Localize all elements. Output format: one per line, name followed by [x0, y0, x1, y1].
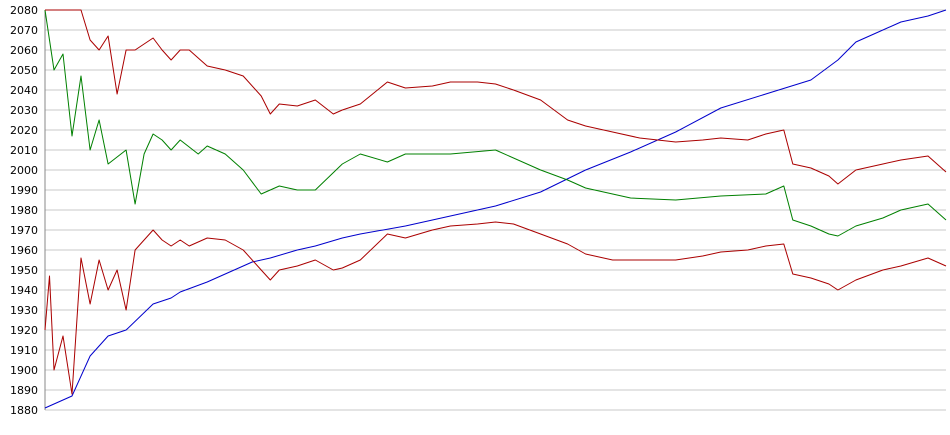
- series-line-3: [44, 221, 947, 395]
- series-lines: [44, 9, 947, 409]
- y-tick-label: 1960: [10, 244, 38, 257]
- y-tick-label: 2010: [10, 144, 38, 157]
- y-tick-label: 2060: [10, 44, 38, 57]
- y-tick-label: 1890: [10, 384, 38, 397]
- y-tick-label: 1910: [10, 344, 38, 357]
- y-tick-label: 2050: [10, 64, 38, 77]
- y-tick-label: 2080: [10, 4, 38, 17]
- y-tick-label: 1930: [10, 304, 38, 317]
- y-tick-label: 1990: [10, 184, 38, 197]
- y-tick-label: 1940: [10, 284, 38, 297]
- series-line-0: [44, 9, 947, 409]
- series-line-2: [45, 9, 947, 185]
- series-line-1: [44, 9, 947, 237]
- y-tick-label: 1970: [10, 224, 38, 237]
- y-tick-label: 2040: [10, 84, 38, 97]
- y-tick-label: 1900: [10, 364, 38, 377]
- y-tick-label: 2020: [10, 124, 38, 137]
- y-tick-label: 2070: [10, 24, 38, 37]
- y-gridlines: [44, 9, 946, 411]
- y-tick-labels: 1880 1890 1900 1910 1920 1930 1940 1950 1960 1970…: [10, 4, 38, 417]
- y-tick-label: 1980: [10, 204, 38, 217]
- y-tick-label: 1880: [10, 404, 38, 417]
- y-tick-label: 2030: [10, 104, 38, 117]
- y-tick-label: 1950: [10, 264, 38, 277]
- y-tick-label: 2000: [10, 164, 38, 177]
- y-tick-label: 1920: [10, 324, 38, 337]
